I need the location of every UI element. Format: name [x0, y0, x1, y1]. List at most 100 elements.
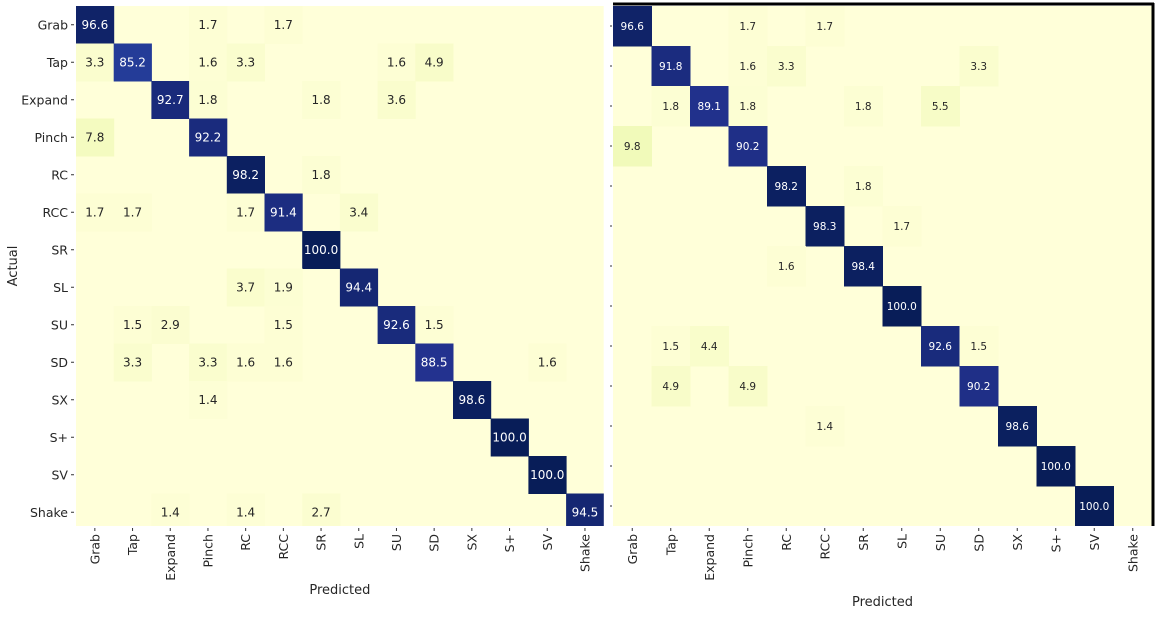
- x-tick-label: Grab: [625, 534, 640, 564]
- heatmap-cell: [151, 81, 190, 119]
- cell-value-label: 1.8: [855, 101, 872, 113]
- cell-value-label: 92.6: [929, 341, 953, 353]
- cell-value-label: 1.4: [161, 506, 180, 520]
- cell-value-label: 5.5: [932, 101, 949, 113]
- heatmap-cell: [882, 206, 922, 247]
- x-tick-label: Shake: [1125, 534, 1140, 572]
- cell-value-label: 1.8: [312, 168, 331, 182]
- heatmap-cell: [728, 366, 768, 407]
- heatmap-cell: [151, 306, 190, 344]
- heatmap-grid: 96.6 1.7 1.7 3.3 85.2 1.6 3.3 1.6 4.9 92.7 1.8 1.8 3…: [76, 6, 604, 526]
- cell-value-label: 88.5: [421, 356, 448, 370]
- cell-value-label: 90.2: [736, 141, 759, 153]
- heatmap-cell: [189, 81, 228, 119]
- cell-value-label: 1.8: [662, 101, 679, 113]
- cell-value-label: 7.8: [85, 131, 104, 145]
- x-tick-label: SV: [1087, 534, 1102, 551]
- x-tick-label: S+: [1048, 534, 1063, 552]
- cell-value-label: 1.8: [855, 181, 872, 193]
- cell-value-label: 4.4: [701, 341, 718, 353]
- cell-value-label: 92.2: [195, 131, 222, 145]
- heatmap-cell: [767, 166, 806, 207]
- x-tick-label: RCC: [817, 534, 832, 560]
- heatmap-cell: [882, 286, 922, 327]
- cell-value-label: 1.5: [970, 341, 987, 353]
- x-tick-label: Tap: [125, 534, 140, 556]
- cell-value-label: 1.5: [274, 318, 293, 332]
- heatmap-cell: [844, 166, 883, 207]
- right-confusion-matrix: 96.6 1.7 1.7 91.8 1.6 3.3 3.3 1.8 89.1 1.8 1.8 5.5 9…: [610, 2, 1155, 610]
- cell-value-label: 98.3: [813, 221, 836, 233]
- cell-value-label: 89.1: [698, 101, 721, 113]
- heatmap-cell: [767, 246, 806, 287]
- cell-value-label: 90.2: [967, 381, 990, 393]
- heatmap-cell: [339, 193, 379, 232]
- heatmap-cell: [805, 406, 845, 447]
- x-tick-label: Expand: [163, 534, 178, 581]
- heatmap-cell: [189, 43, 228, 82]
- y-tick-label: SD: [50, 355, 68, 370]
- cell-value-label: 91.8: [659, 61, 682, 73]
- cell-value-label: 3.3: [778, 61, 795, 73]
- cell-value-label: 94.5: [572, 506, 599, 520]
- heatmap-cell: [264, 193, 303, 232]
- heatmap-cell: [264, 343, 303, 382]
- cell-value-label: 4.9: [425, 56, 444, 70]
- cell-value-label: 1.9: [274, 281, 293, 295]
- cell-value-label: 1.7: [123, 206, 142, 220]
- heatmap-cell: [226, 193, 265, 232]
- x-tick-label: S+: [502, 534, 517, 552]
- cell-value-label: 1.5: [662, 341, 679, 353]
- cell-value-label: 85.2: [119, 56, 146, 70]
- heatmap-cell: [151, 493, 190, 526]
- cell-value-label: 3.3: [236, 56, 255, 70]
- cell-value-label: 1.6: [198, 56, 217, 70]
- heatmap-cell: [959, 366, 999, 407]
- y-tick-label: Pinch: [35, 130, 68, 145]
- x-axis-label: Predicted: [309, 583, 370, 598]
- heatmap-cell: [226, 343, 265, 382]
- heatmap-cell: [339, 268, 379, 307]
- x-tick-label: SD: [971, 534, 986, 552]
- heatmap-cell: [1036, 446, 1076, 487]
- cell-value-label: 3.4: [349, 206, 368, 220]
- cell-value-label: 1.7: [198, 18, 217, 32]
- y-tick-label: RCC: [42, 205, 68, 220]
- heatmap-cell: [921, 86, 960, 127]
- heatmap-cell: [528, 343, 567, 382]
- heatmap-cell: [415, 43, 454, 82]
- cell-value-label: 1.6: [778, 261, 795, 273]
- cell-value-label: 92.7: [157, 93, 184, 107]
- heatmap-cell: [805, 206, 845, 247]
- cell-value-label: 1.5: [425, 318, 444, 332]
- heatmap-cell: [921, 326, 960, 367]
- cell-value-label: 100.0: [492, 431, 526, 445]
- y-tick-label: Tap: [46, 55, 68, 70]
- cell-value-label: 94.4: [345, 281, 372, 295]
- cell-value-label: 100.0: [887, 301, 917, 313]
- heatmap-cell: [690, 326, 729, 367]
- cell-value-label: 1.7: [85, 206, 104, 220]
- cell-value-label: 96.6: [81, 18, 108, 32]
- heatmap-cell: [189, 381, 228, 419]
- cell-value-label: 1.6: [236, 356, 255, 370]
- heatmap-cell: [566, 493, 604, 526]
- x-tick-label: SL: [894, 534, 909, 549]
- heatmap-cell: [113, 306, 152, 344]
- heatmap-cell: [613, 126, 652, 167]
- y-tick-label: Grab: [38, 17, 68, 32]
- cell-value-label: 98.2: [232, 168, 259, 182]
- y-tick-label: RC: [51, 167, 68, 182]
- x-tick-label: SD: [427, 534, 442, 552]
- left-confusion-matrix: 96.6 1.7 1.7 3.3 85.2 1.6 3.3 1.6 4.9 92.7 1.8 1.8 3…: [6, 6, 604, 598]
- heatmap-cell: [490, 418, 529, 457]
- x-tick-label: SU: [933, 534, 948, 551]
- heatmap-cell: [690, 86, 729, 127]
- heatmap-cell: [377, 306, 416, 344]
- y-tick-label: SU: [51, 317, 68, 332]
- y-tick-label: SL: [53, 280, 68, 295]
- heatmap-cell: [226, 156, 265, 194]
- cell-value-label: 4.9: [739, 381, 756, 393]
- heatmap-cell: [113, 43, 152, 82]
- heatmap-cell: [76, 43, 115, 82]
